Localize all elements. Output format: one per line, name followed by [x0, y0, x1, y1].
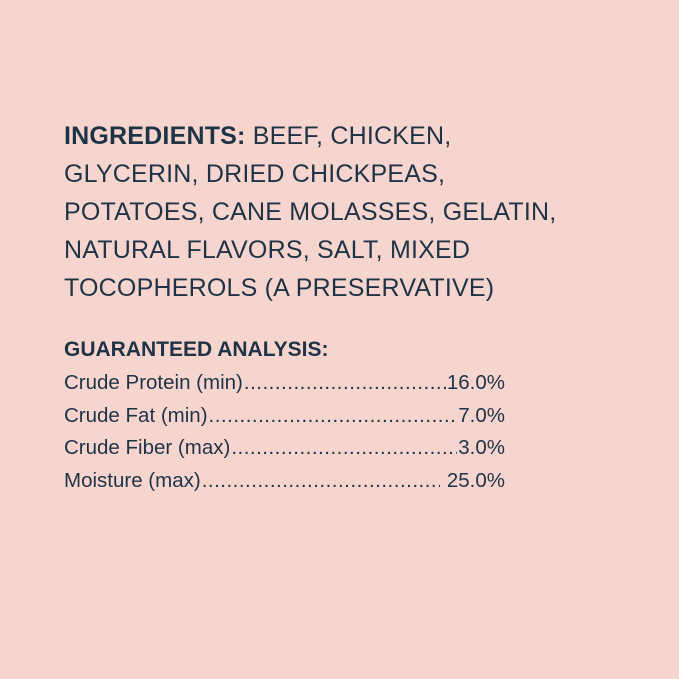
analysis-row: Crude Fiber (max) 3.0% — [64, 432, 505, 465]
ingredients-line: POTATOES, CANE MOLASSES, GELATIN, — [64, 198, 557, 226]
analysis-value: 3.0% — [458, 436, 505, 459]
dot-leader — [244, 367, 446, 399]
analysis-value: 7.0% — [458, 403, 505, 427]
dot-leader — [202, 465, 440, 497]
ingredients-heading: INGREDIENTS: — [64, 122, 246, 150]
analysis-row: Crude Fat (min) 7.0% — [64, 400, 505, 433]
analysis-label: Crude Fat (min) — [64, 403, 208, 427]
ingredients-line: TOCOPHEROLS (A PRESERVATIVE) — [64, 274, 495, 302]
ingredients-line: GLYCERIN, DRIED CHICKPEAS, — [64, 160, 446, 188]
analysis-value: 16.0% — [446, 371, 505, 394]
analysis-heading: GUARANTEED ANALYSIS: — [64, 338, 329, 361]
analysis-label: Moisture (max) — [64, 468, 201, 492]
analysis-row: Crude Protein (min) 16.0% — [64, 367, 505, 400]
dot-leader — [209, 400, 458, 432]
ingredients-section: INGREDIENTS: BEEF, CHICKEN, GLYCERIN, DR… — [64, 117, 556, 307]
ingredients-text: BEEF, CHICKEN, — [245, 122, 452, 150]
ingredients-line: NATURAL FLAVORS, SALT, MIXED — [64, 236, 471, 264]
analysis-label: Crude Protein (min) — [64, 371, 243, 394]
ingredients-line: INGREDIENTS: BEEF, CHICKEN, — [64, 117, 556, 155]
analysis-value: 25.0% — [441, 468, 505, 492]
analysis-label: Crude Fiber (max) — [64, 436, 231, 459]
dot-leader — [231, 432, 457, 464]
analysis-row: Moisture (max) 25.0% — [64, 465, 505, 498]
guaranteed-analysis-section: GUARANTEED ANALYSIS: Crude Protein (min)… — [64, 334, 505, 497]
